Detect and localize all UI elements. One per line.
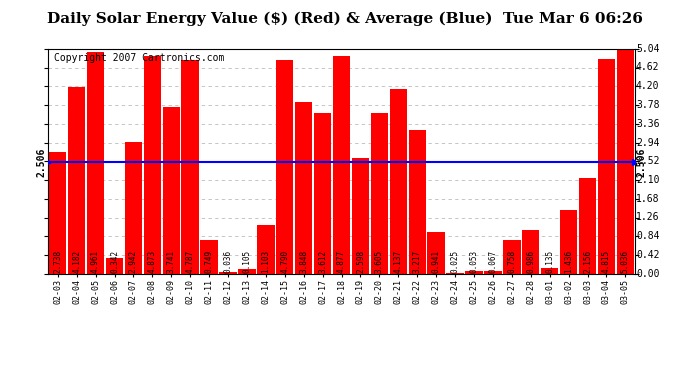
Text: 3.217: 3.217 bbox=[413, 250, 422, 273]
Text: 0.135: 0.135 bbox=[545, 250, 554, 273]
Bar bbox=[522, 230, 540, 274]
Text: 4.790: 4.790 bbox=[280, 250, 289, 273]
Bar bbox=[181, 60, 199, 274]
Text: 4.182: 4.182 bbox=[72, 250, 81, 273]
Text: 2.506: 2.506 bbox=[37, 147, 46, 177]
Bar bbox=[144, 56, 161, 274]
Text: 4.873: 4.873 bbox=[148, 250, 157, 273]
Text: 4.877: 4.877 bbox=[337, 250, 346, 273]
Bar bbox=[276, 60, 293, 274]
Text: 1.103: 1.103 bbox=[262, 250, 270, 273]
Text: Daily Solar Energy Value ($) (Red) & Average (Blue)  Tue Mar 6 06:26: Daily Solar Energy Value ($) (Red) & Ave… bbox=[47, 11, 643, 26]
Text: 2.506: 2.506 bbox=[637, 147, 647, 177]
Bar bbox=[617, 49, 634, 274]
Bar bbox=[314, 112, 331, 274]
Text: 2.156: 2.156 bbox=[583, 250, 592, 273]
Bar bbox=[87, 52, 104, 274]
Text: 3.605: 3.605 bbox=[375, 250, 384, 273]
Text: 3.36: 3.36 bbox=[636, 119, 660, 129]
Bar bbox=[257, 225, 275, 274]
Text: 0.036: 0.036 bbox=[224, 250, 233, 273]
Text: 0.342: 0.342 bbox=[110, 250, 119, 273]
Text: 0.025: 0.025 bbox=[451, 250, 460, 273]
Text: 3.78: 3.78 bbox=[636, 100, 660, 110]
Text: 0.749: 0.749 bbox=[205, 250, 214, 273]
Bar bbox=[408, 130, 426, 274]
Bar bbox=[49, 152, 66, 274]
Bar bbox=[427, 232, 445, 274]
Bar bbox=[579, 177, 596, 274]
Text: 0.053: 0.053 bbox=[469, 250, 478, 273]
Text: 2.942: 2.942 bbox=[129, 250, 138, 273]
Text: 2.10: 2.10 bbox=[636, 175, 660, 185]
Bar bbox=[352, 158, 369, 274]
Text: 3.612: 3.612 bbox=[318, 250, 327, 273]
Text: 4.815: 4.815 bbox=[602, 250, 611, 273]
Bar bbox=[163, 107, 180, 274]
Bar bbox=[503, 240, 520, 274]
Text: 3.741: 3.741 bbox=[167, 250, 176, 273]
Bar bbox=[541, 268, 558, 274]
Text: 2.598: 2.598 bbox=[356, 250, 365, 273]
Text: 0.758: 0.758 bbox=[507, 250, 516, 273]
Text: 4.20: 4.20 bbox=[636, 81, 660, 91]
Text: 1.68: 1.68 bbox=[636, 194, 660, 204]
Text: 4.62: 4.62 bbox=[636, 63, 660, 72]
Bar bbox=[446, 273, 464, 274]
Text: 2.52: 2.52 bbox=[636, 156, 660, 166]
Text: 0.986: 0.986 bbox=[526, 250, 535, 273]
Bar bbox=[560, 210, 578, 274]
Text: 0.84: 0.84 bbox=[636, 231, 660, 241]
Bar bbox=[598, 59, 615, 274]
Text: 0.067: 0.067 bbox=[489, 250, 497, 273]
Text: 1.436: 1.436 bbox=[564, 250, 573, 273]
Bar bbox=[68, 87, 86, 274]
Bar bbox=[484, 271, 502, 274]
Bar bbox=[200, 240, 218, 274]
Text: 2.94: 2.94 bbox=[636, 138, 660, 147]
Text: 0.00: 0.00 bbox=[636, 269, 660, 279]
Bar bbox=[238, 269, 256, 274]
Text: 4.961: 4.961 bbox=[91, 250, 100, 273]
Bar bbox=[219, 272, 237, 274]
Bar bbox=[125, 142, 142, 274]
Bar bbox=[295, 102, 313, 274]
Bar bbox=[333, 56, 351, 274]
Text: 2.738: 2.738 bbox=[53, 250, 62, 273]
Text: 0.105: 0.105 bbox=[242, 250, 251, 273]
Bar bbox=[106, 258, 124, 274]
Text: 5.04: 5.04 bbox=[636, 44, 660, 54]
Text: 1.26: 1.26 bbox=[636, 213, 660, 222]
Text: 0.941: 0.941 bbox=[432, 250, 441, 273]
Bar bbox=[371, 113, 388, 274]
Text: 3.848: 3.848 bbox=[299, 250, 308, 273]
Text: 4.137: 4.137 bbox=[394, 250, 403, 273]
Text: Copyright 2007 Cartronics.com: Copyright 2007 Cartronics.com bbox=[55, 53, 224, 63]
Text: 0.42: 0.42 bbox=[636, 250, 660, 260]
Bar bbox=[465, 272, 483, 274]
Text: 5.036: 5.036 bbox=[621, 250, 630, 273]
Bar bbox=[390, 89, 407, 274]
Text: 4.787: 4.787 bbox=[186, 250, 195, 273]
